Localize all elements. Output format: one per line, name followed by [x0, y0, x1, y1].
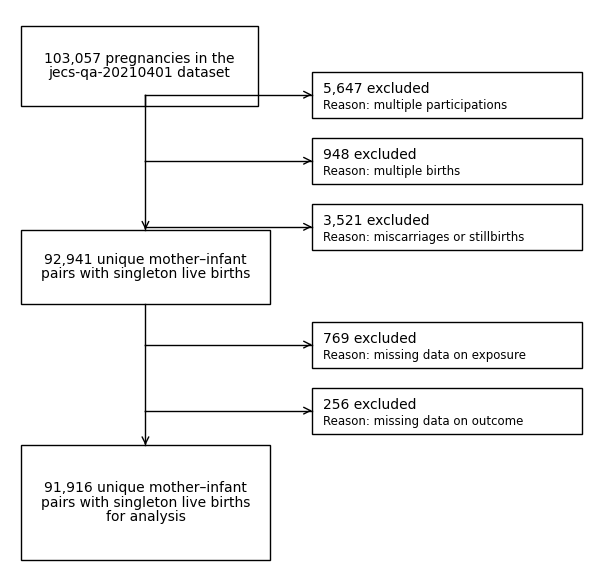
Text: 5,647 excluded: 5,647 excluded [323, 82, 429, 96]
Text: pairs with singleton live births: pairs with singleton live births [41, 495, 250, 510]
Bar [312, 204, 583, 250]
Bar [312, 321, 583, 368]
Text: Reason: missing data on exposure: Reason: missing data on exposure [323, 349, 526, 362]
Text: 948 excluded: 948 excluded [323, 148, 416, 162]
Text: 91,916 unique mother–infant: 91,916 unique mother–infant [44, 481, 247, 495]
Text: 256 excluded: 256 excluded [323, 398, 416, 412]
Text: 769 excluded: 769 excluded [323, 332, 416, 346]
Text: Reason: missing data on outcome: Reason: missing data on outcome [323, 415, 523, 427]
Bar [312, 387, 583, 434]
Text: for analysis: for analysis [106, 510, 185, 524]
Bar [312, 138, 583, 184]
Bar [312, 72, 583, 118]
Bar [20, 230, 270, 304]
Text: 3,521 excluded: 3,521 excluded [323, 214, 429, 228]
Text: jecs-qa-20210401 dataset: jecs-qa-20210401 dataset [49, 66, 230, 80]
Bar [20, 445, 270, 560]
Text: Reason: multiple participations: Reason: multiple participations [323, 99, 507, 112]
Text: Reason: miscarriages or stillbirths: Reason: miscarriages or stillbirths [323, 231, 524, 244]
Text: pairs with singleton live births: pairs with singleton live births [41, 267, 250, 281]
Text: 92,941 unique mother–infant: 92,941 unique mother–infant [44, 253, 247, 267]
Text: 103,057 pregnancies in the: 103,057 pregnancies in the [44, 52, 235, 66]
Text: Reason: multiple births: Reason: multiple births [323, 165, 460, 178]
Bar [20, 26, 259, 106]
